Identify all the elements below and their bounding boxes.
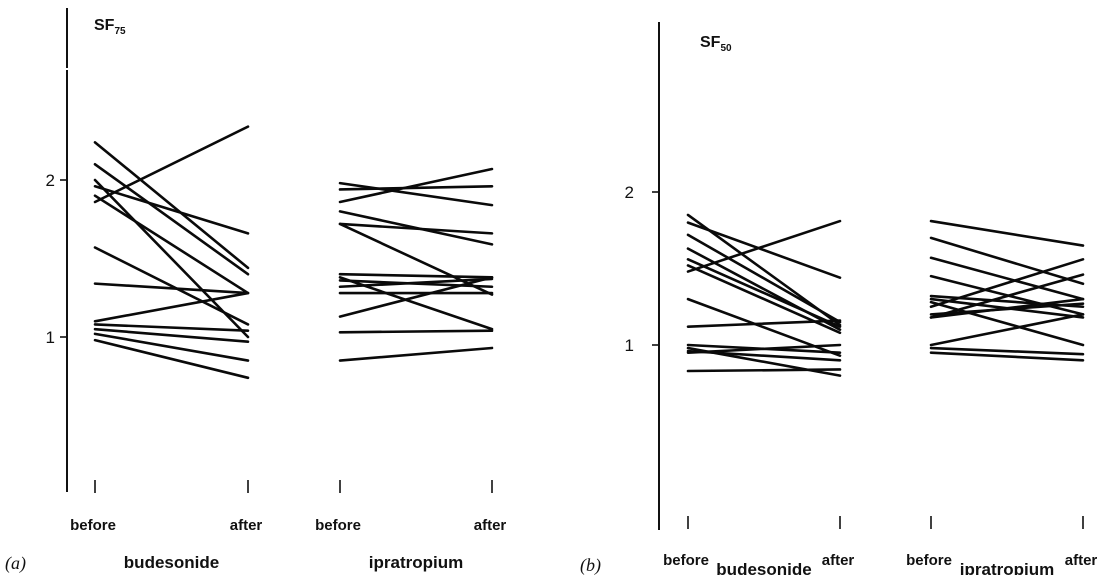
patient-line [338,167,494,204]
group-label-budesonide: budesonide [716,560,811,575]
panel-title-subscript: 75 [114,26,126,37]
panel-title-main: SF [700,34,721,51]
patient-line [686,368,842,373]
x-tick-label-after: after [474,517,507,534]
patient-line [93,125,250,204]
patient-line [338,184,494,191]
panel-a: 1 2 SF75 (a) before after budesonide before afte… [5,8,506,574]
x-tick-label-before: before [70,517,116,534]
x-tick-label-before: before [663,552,709,569]
patient-line [686,349,842,362]
patient-line [686,221,842,279]
patient-line [338,181,494,207]
patient-line [93,338,250,380]
patient-line [93,163,250,276]
patient-line [686,319,842,328]
patient-line [686,258,842,328]
panel-letter: (b) [580,555,601,575]
patient-line [93,246,250,326]
patient-line [93,184,250,235]
patient-line [338,346,494,362]
patient-line [929,351,1085,362]
patient-line [338,329,494,334]
patient-line [338,272,494,279]
patient-line [338,277,494,289]
patient-line [929,219,1085,247]
x-tick-label-before: before [315,517,361,534]
patient-line [686,233,842,324]
patient-line [93,291,250,323]
panel-title-subscript: 50 [720,43,732,54]
group-label-budesonide: budesonide [124,553,219,572]
patient-line [93,332,250,362]
patient-line [93,327,250,344]
patient-line [93,323,250,333]
patient-line [929,258,1085,309]
patient-line [929,313,1085,347]
x-tick-label-after: after [822,552,855,569]
y-tick-label: 1 [46,328,55,347]
patient-line [686,219,842,273]
patient-line [929,346,1085,356]
x-tick-label-after: after [1065,552,1097,569]
x-tick-label-before: before [906,552,952,569]
group-label-ipratropium: ipratropium [960,560,1054,575]
panel-title: SF50 [700,34,732,54]
panel-letter: (a) [5,553,26,574]
x-tick-label-after: after [230,517,263,534]
y-tick-label: 1 [625,336,634,355]
patient-line [93,141,250,270]
patient-line [338,222,494,235]
panel-title-main: SF [94,17,115,34]
patient-line [929,256,1085,301]
patient-line [929,297,1085,319]
y-tick-label: 2 [46,171,55,190]
patient-line [338,276,494,318]
patient-line [929,273,1085,319]
y-tick-label: 2 [625,183,634,202]
patient-line [93,282,250,295]
patient-line [93,194,250,295]
panel-b: 1 2 SF50 (b) before after budesonide before afte… [580,22,1097,575]
panel-title: SF75 [94,17,126,37]
patient-line [929,236,1085,286]
group-label-ipratropium: ipratropium [369,553,463,572]
